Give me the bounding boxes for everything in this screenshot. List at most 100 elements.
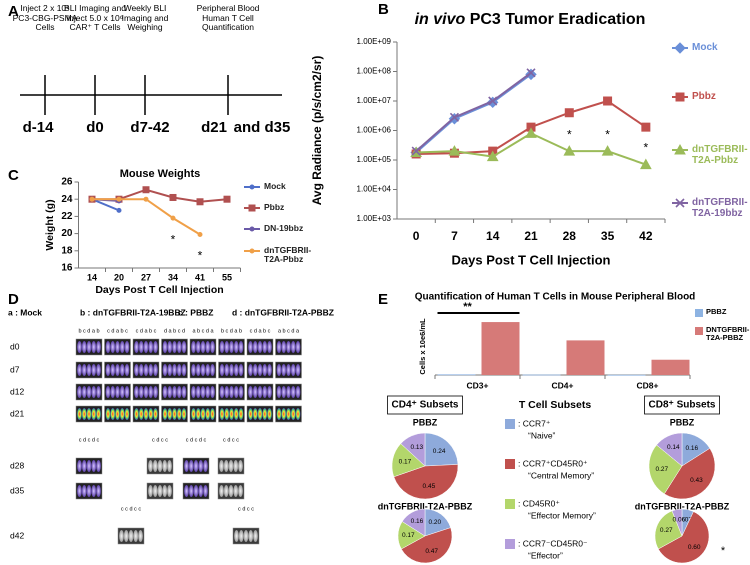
- mouse-image: [295, 386, 301, 398]
- mouse-image: [200, 386, 206, 398]
- mouse-image: [200, 408, 206, 420]
- row-label: d21: [10, 408, 24, 418]
- timeline-note: Peripheral Blood Human T Cell Quantifica…: [196, 3, 260, 33]
- mouse-image: [153, 408, 158, 420]
- mouse-image: [267, 408, 272, 420]
- mouse-image: [257, 386, 263, 398]
- plate-letters: c d a b c: [107, 328, 128, 334]
- chart-title-part: PC3 Tumor Eradication: [465, 11, 645, 28]
- y-tick-label: 1.00E+06: [357, 126, 392, 135]
- mouse-image: [229, 364, 234, 376]
- mouse-image: [219, 341, 225, 353]
- x-axis-title: Days Post T Cell Injection: [452, 252, 611, 267]
- mouse-image: [172, 364, 177, 376]
- pie-value-label: 0.17: [402, 532, 415, 539]
- mouse-image: [203, 460, 208, 472]
- series-line: [415, 72, 532, 152]
- mouse-image: [295, 408, 301, 420]
- mouse-image: [77, 386, 82, 398]
- plate-letters: c d c c: [152, 437, 168, 443]
- y-tick-label: 16: [61, 263, 73, 274]
- pie-value-label: 0.47: [425, 548, 438, 555]
- bar: [607, 374, 646, 376]
- plate-letters: a b c d a: [192, 328, 214, 334]
- mouse-image: [119, 530, 124, 542]
- mouse-image: [181, 408, 187, 420]
- plate-letters: c d c d c: [79, 437, 100, 443]
- bar: [651, 359, 690, 375]
- mouse-image: [81, 485, 87, 497]
- y-axis-title: Cells x 10e6/mL: [418, 318, 427, 375]
- mouse-image: [233, 386, 239, 398]
- mouse-image: [91, 386, 97, 398]
- mouse-image: [238, 386, 244, 398]
- y-tick-label: 22: [61, 211, 73, 222]
- pie-value-label: 0.20: [429, 519, 442, 526]
- mouse-image: [152, 460, 158, 472]
- mouse-image: [181, 341, 187, 353]
- mouse-image: [203, 485, 208, 497]
- mouse-image: [290, 364, 296, 376]
- pie-slice: [401, 508, 426, 537]
- mouse-image: [243, 530, 249, 542]
- data-point: [143, 196, 149, 202]
- x-tick-label: 20: [114, 272, 124, 282]
- mouse-image: [195, 364, 201, 376]
- mouse-image: [124, 408, 130, 420]
- mouse-image: [228, 460, 234, 472]
- pie-value-label: 0.24: [433, 448, 446, 455]
- mouse-image: [143, 341, 149, 353]
- timeline-label: d0: [86, 119, 104, 136]
- legend-title: T Cell Subsets: [519, 399, 592, 411]
- mouse-image: [233, 364, 239, 376]
- legend-marker: [675, 198, 685, 208]
- mouse-image: [276, 386, 282, 398]
- mouse-image: [96, 341, 101, 353]
- mouse-image: [133, 530, 139, 542]
- pie-title: dnTGFBRII-T2A-PBBZ: [635, 501, 730, 511]
- mouse-image: [210, 386, 215, 398]
- mouse-image: [157, 460, 163, 472]
- data-point: [640, 158, 652, 170]
- pie-slice: [656, 432, 683, 467]
- mouse-image: [191, 364, 196, 376]
- mouse-image: [119, 386, 125, 398]
- mouse-image: [167, 408, 173, 420]
- mouse-image: [176, 408, 182, 420]
- mouse-image: [152, 485, 158, 497]
- annotation: **: [463, 301, 472, 313]
- mouse-image: [138, 341, 144, 353]
- plate-letters: c d c d c: [186, 437, 207, 443]
- pie-slice: [393, 464, 459, 500]
- mouse-image: [262, 341, 268, 353]
- legend-label: “Naive”: [528, 430, 556, 440]
- legend-swatch: [505, 459, 515, 469]
- mouse-image: [81, 408, 87, 420]
- mouse-image: [148, 408, 154, 420]
- data-point: [411, 146, 421, 156]
- x-tick-label: 42: [639, 229, 653, 243]
- data-point: [525, 127, 537, 138]
- mouse-image: [77, 408, 82, 420]
- mouse-image: [181, 364, 187, 376]
- data-point: [563, 145, 576, 156]
- data-point: [525, 68, 537, 81]
- data-point: [526, 68, 536, 78]
- legend-label: Mock: [692, 42, 718, 53]
- mouse-image: [193, 485, 199, 497]
- timeline-note: Inject 2 x 10⁶ PC3-CBG-PSMA Cells: [12, 3, 78, 33]
- panel-label: C: [8, 167, 19, 184]
- data-point: [196, 198, 204, 206]
- legend-marker: [249, 248, 255, 254]
- mouse-image: [267, 386, 272, 398]
- mouse-image: [224, 341, 230, 353]
- mouse-image: [119, 364, 125, 376]
- mouse-image: [123, 530, 129, 542]
- mouse-image: [134, 341, 139, 353]
- plate-letters: c d c c: [223, 437, 239, 443]
- mouse-image: [219, 386, 225, 398]
- mouse-image: [143, 386, 149, 398]
- mouse-image: [157, 485, 163, 497]
- pie-value-label: 0.13: [410, 444, 423, 451]
- panel-label: B: [378, 1, 389, 18]
